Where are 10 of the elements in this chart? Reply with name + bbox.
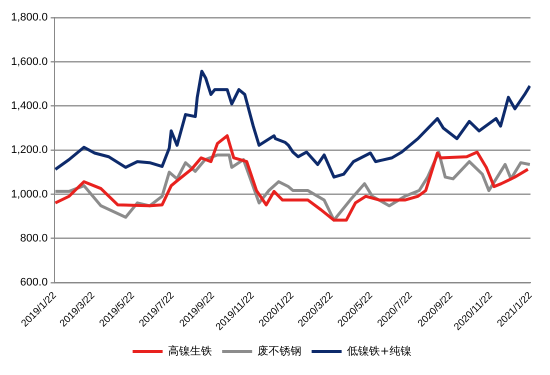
y-tick-label: 800.0: [20, 232, 48, 245]
y-tick-label: 600.0: [20, 276, 48, 289]
legend-label: 高镍生铁: [168, 344, 212, 358]
y-tick-label: 1,600.0: [11, 56, 48, 68]
y-tick-label: 1,000.0: [11, 188, 48, 200]
y-tick-label: 1,200.0: [11, 144, 48, 156]
legend-label: 低镍铁+纯镍: [347, 344, 412, 358]
legend-label: 废不锈钢: [258, 344, 302, 358]
y-tick-label: 1,800.0: [11, 12, 48, 24]
y-tick-label: 1,400.0: [11, 100, 48, 112]
